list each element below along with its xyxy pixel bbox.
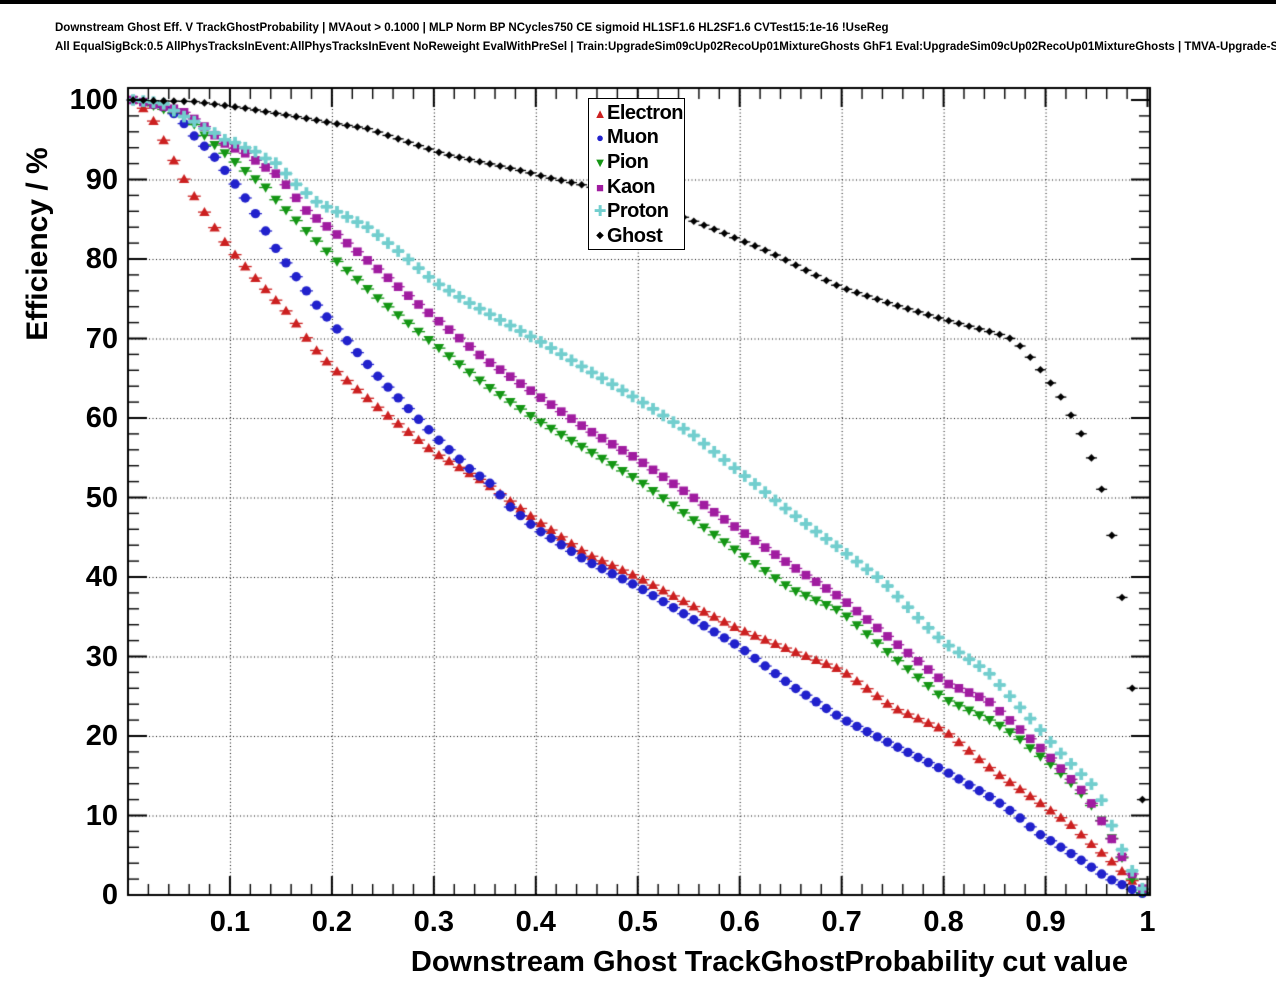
plot-title-line2: All EqualSigBck:0.5 AllPhysTracksInEvent…	[55, 41, 1276, 53]
y-tick-label: 40	[85, 561, 118, 593]
x-tick-label: 0.8	[923, 906, 964, 938]
ghost-diamond-icon: ◆	[596, 230, 604, 242]
y-tick-label: 30	[85, 640, 118, 673]
y-tick-label: 60	[85, 402, 118, 434]
legend-entry-pion: ▼ Pion	[589, 150, 684, 175]
legend-entry-ghost: ◆ Ghost	[589, 224, 684, 249]
legend-box: ▲ Electron ● Muon ▼ Pion ■ Kaon ✚ Proton…	[588, 98, 685, 250]
y-tick-label: 20	[85, 720, 118, 752]
electron-triangle-up-icon: ▲	[593, 105, 607, 121]
y-tick-label: 10	[85, 799, 118, 832]
y-tick-label: 100	[69, 84, 118, 116]
proton-plus-icon: ✚	[593, 203, 607, 221]
legend-label-proton: Proton	[607, 200, 669, 223]
muon-circle-icon: ●	[596, 130, 604, 146]
x-tick-label: 0.5	[617, 906, 658, 938]
y-tick-label: 0	[101, 879, 118, 911]
legend-label-electron: Electron	[607, 101, 684, 124]
x-tick-label: 1	[1139, 906, 1156, 938]
kaon-square-icon: ■	[596, 179, 604, 195]
plot-title-line1: Downstream Ghost Eff. V TrackGhostProbab…	[55, 22, 889, 34]
x-tick-label: 0.1	[209, 906, 251, 938]
y-tick-label: 50	[85, 481, 118, 514]
legend-label-muon: Muon	[607, 126, 659, 149]
legend-entry-electron: ▲ Electron	[589, 101, 684, 126]
y-tick-label: 70	[85, 322, 118, 355]
y-tick-label: 80	[85, 243, 118, 275]
x-tick-label: 0.9	[1025, 906, 1066, 938]
y-tick-label: 90	[85, 163, 118, 196]
legend-label-ghost: Ghost	[607, 224, 663, 247]
legend-label-kaon: Kaon	[607, 175, 656, 198]
legend-entry-kaon: ■ Kaon	[589, 175, 684, 200]
x-axis-title: Downstream Ghost TrackGhostProbability c…	[410, 946, 1128, 978]
x-tick-label: 0.6	[719, 906, 760, 938]
x-tick-label: 0.3	[413, 906, 454, 938]
legend-entry-muon: ● Muon	[589, 126, 684, 151]
legend-label-pion: Pion	[607, 150, 649, 173]
legend-entry-proton: ✚ Proton	[589, 199, 684, 224]
x-tick-label: 0.7	[821, 906, 862, 938]
x-tick-label: 0.2	[311, 906, 353, 938]
pion-triangle-down-icon: ▼	[593, 154, 607, 170]
x-tick-label: 0.4	[515, 906, 556, 938]
